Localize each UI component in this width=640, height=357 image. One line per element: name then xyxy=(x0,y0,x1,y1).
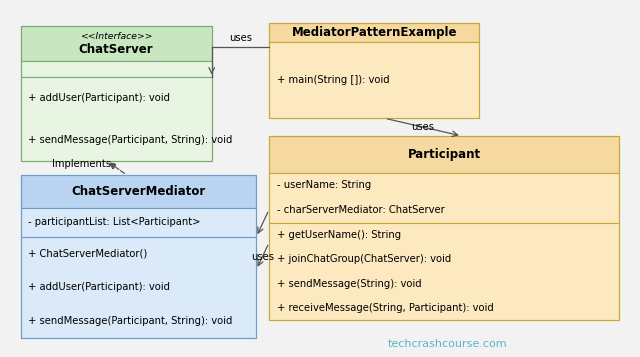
Polygon shape xyxy=(20,26,212,61)
Text: techcrashcourse.com: techcrashcourse.com xyxy=(388,338,508,348)
Text: + addUser(Participant): void: + addUser(Participant): void xyxy=(28,282,170,292)
Text: + sendMessage(Participant, String): void: + sendMessage(Participant, String): void xyxy=(28,316,232,326)
Text: + addUser(Participant): void: + addUser(Participant): void xyxy=(28,93,170,103)
Text: MediatorPatternExample: MediatorPatternExample xyxy=(291,26,457,39)
Polygon shape xyxy=(269,42,479,118)
Text: + sendMessage(Participant, String): void: + sendMessage(Participant, String): void xyxy=(28,135,232,145)
Polygon shape xyxy=(269,22,479,42)
Text: + joinChatGroup(ChatServer): void: + joinChatGroup(ChatServer): void xyxy=(276,254,451,264)
Text: - charServerMediator: ChatServer: - charServerMediator: ChatServer xyxy=(276,205,444,215)
Polygon shape xyxy=(20,61,212,77)
Text: uses: uses xyxy=(412,122,435,132)
Text: + ChatServerMediator(): + ChatServerMediator() xyxy=(28,249,147,259)
Polygon shape xyxy=(269,222,620,320)
Text: <<Interface>>: <<Interface>> xyxy=(80,32,152,41)
Text: + main(String []): void: + main(String []): void xyxy=(276,75,389,85)
Polygon shape xyxy=(20,207,256,237)
Text: + sendMessage(String): void: + sendMessage(String): void xyxy=(276,278,421,288)
Polygon shape xyxy=(20,237,256,338)
Polygon shape xyxy=(269,136,620,173)
Text: uses: uses xyxy=(251,252,274,262)
Polygon shape xyxy=(20,175,256,207)
Polygon shape xyxy=(20,77,212,161)
Text: - userName: String: - userName: String xyxy=(276,180,371,190)
Text: + receiveMessage(String, Participant): void: + receiveMessage(String, Participant): v… xyxy=(276,303,493,313)
Text: uses: uses xyxy=(229,33,252,43)
Text: + getUserName(): String: + getUserName(): String xyxy=(276,230,401,240)
Text: ChatServer: ChatServer xyxy=(79,44,154,56)
Polygon shape xyxy=(269,173,620,222)
Text: Participant: Participant xyxy=(408,148,481,161)
Text: Implements: Implements xyxy=(52,159,111,169)
Text: - participantList: List<Participant>: - participantList: List<Participant> xyxy=(28,217,200,227)
Text: ChatServerMediator: ChatServerMediator xyxy=(71,185,205,198)
